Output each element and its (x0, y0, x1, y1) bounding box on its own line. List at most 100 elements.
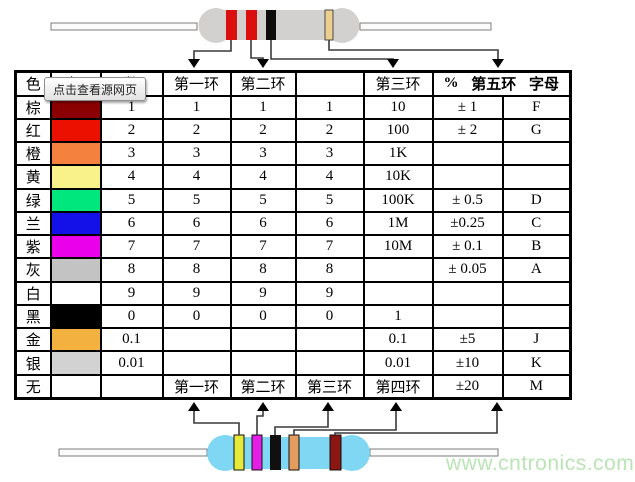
header-multiplier: 第三环 (362, 70, 434, 97)
arrow-band2-to-ring2 (250, 40, 264, 60)
color-table-body: 棕 1 1 1 1 10 ± 1 F 红 2 2 2 2 100 ± 2 G 橙… (14, 94, 572, 400)
tolerance-cell (431, 164, 504, 190)
letter-cell: A (501, 257, 572, 283)
multiplier-cell: 100K (362, 187, 434, 213)
arrowhead-down-icon (257, 59, 269, 68)
letter-cell: M (501, 373, 572, 400)
ring2-cell: 7 (229, 234, 297, 260)
ring2-cell: 5 (229, 187, 297, 213)
multiplier-cell: 10K (362, 164, 434, 190)
ring1-cell: 第一环 (161, 373, 232, 400)
swatch-color (52, 237, 99, 257)
color-row: 红 2 2 2 2 100 ± 2 G (14, 117, 572, 144)
ring1-cell: 7 (161, 234, 232, 260)
color-swatch (49, 117, 102, 144)
value-cell: 6 (99, 210, 164, 237)
ring1-cell: 0 (161, 303, 232, 330)
header-percent: % (443, 75, 459, 92)
ring2-cell: 第二环 (229, 373, 297, 400)
value-cell: 2 (99, 117, 164, 144)
tolerance-cell: ±10 (431, 350, 504, 376)
arrowhead-up-icon (257, 402, 269, 411)
bottom-lead-left (58, 448, 208, 457)
ring3-cell: 5 (294, 187, 365, 213)
value-cell: 8 (99, 257, 164, 283)
arrowhead-up-icon (188, 402, 200, 411)
color-name-cell: 灰 (14, 257, 52, 283)
ring2-cell: 9 (229, 280, 297, 306)
letter-cell: B (501, 234, 572, 260)
multiplier-cell: 0.01 (362, 350, 434, 376)
view-source-tooltip[interactable]: 点击查看源网页 (44, 77, 146, 101)
ring2-cell: 8 (229, 257, 297, 283)
color-row: 无 第一环 第二环 第三环 第四环 ±20 M (14, 373, 572, 400)
swatch-color (52, 306, 99, 327)
ring3-cell: 9 (294, 280, 365, 306)
ring2-cell: 0 (229, 303, 297, 330)
bottom-band-1-yellow-icon (233, 434, 245, 471)
multiplier-cell (362, 280, 434, 306)
value-cell: 4 (99, 164, 164, 190)
value-cell: 0.01 (99, 350, 164, 376)
ring3-cell: 7 (294, 234, 365, 260)
value-cell: 3 (99, 141, 164, 167)
swatch-color (52, 120, 99, 141)
color-swatch (49, 210, 102, 237)
ring1-cell (161, 327, 232, 353)
color-row: 黄 4 4 4 4 10K (14, 164, 572, 190)
top-band-1-red-icon (226, 10, 237, 40)
ring3-cell (294, 327, 365, 353)
color-row: 紫 7 7 7 7 10M ± 0.1 B (14, 234, 572, 260)
bottom-band-3-black-icon (270, 435, 281, 470)
ring3-cell: 2 (294, 117, 365, 144)
value-cell: 9 (99, 280, 164, 306)
color-swatch (49, 187, 102, 213)
color-row: 绿 5 5 5 5 100K ± 0.5 D (14, 187, 572, 213)
color-swatch (49, 350, 102, 376)
top-arrowheads (188, 59, 504, 68)
ring2-cell: 6 (229, 210, 297, 237)
arrow-band1-to-ring1-label (193, 410, 240, 435)
swatch-color (52, 167, 99, 187)
letter-cell: F (501, 94, 572, 120)
color-code-table-wrap: 色 标 数 第一环 第二环 第三环 % 第五环 字母 (14, 70, 572, 400)
bottom-arrows (193, 410, 498, 435)
letter-cell (501, 164, 572, 190)
watermark-text: www.cntronics.com (446, 452, 635, 475)
value-cell: 5 (99, 187, 164, 213)
tolerance-cell: ±5 (431, 327, 504, 353)
letter-cell: G (501, 117, 572, 144)
color-row: 橙 3 3 3 3 1K (14, 141, 572, 167)
swatch-color (52, 144, 99, 164)
multiplier-cell: 100 (362, 117, 434, 144)
color-code-table: 色 标 数 第一环 第二环 第三环 % 第五环 字母 (14, 70, 572, 400)
tolerance-cell: ± 2 (431, 117, 504, 144)
swatch-color (52, 97, 99, 117)
multiplier-cell: 1 (362, 303, 434, 330)
ring1-cell (161, 350, 232, 376)
color-row: 白 9 9 9 9 (14, 280, 572, 306)
multiplier-cell (362, 257, 434, 283)
value-cell: 0.1 (99, 327, 164, 353)
arrowhead-up-icon (491, 402, 503, 411)
value-cell (99, 373, 164, 400)
arrowhead-down-icon (492, 59, 504, 68)
color-name-cell: 兰 (14, 210, 52, 237)
letter-cell: K (501, 350, 572, 376)
ring3-cell: 0 (294, 303, 365, 330)
multiplier-cell: 第四环 (362, 373, 434, 400)
ring1-cell: 3 (161, 141, 232, 167)
top-resistor (50, 8, 492, 43)
color-row: 兰 6 6 6 6 1M ±0.25 C (14, 210, 572, 237)
top-arrows (193, 40, 499, 60)
color-swatch (49, 303, 102, 330)
header-letter: 字母 (528, 77, 559, 94)
letter-cell: D (501, 187, 572, 213)
header-tolerance-letter: % 第五环 字母 (431, 70, 572, 97)
ring1-cell: 8 (161, 257, 232, 283)
swatch-color (52, 353, 99, 373)
ring1-cell: 1 (161, 94, 232, 120)
arrowhead-down-icon (387, 59, 399, 68)
